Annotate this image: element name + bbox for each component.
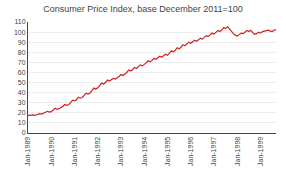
svg-text:10: 10 xyxy=(18,119,26,126)
svg-text:Jan-1996: Jan-1996 xyxy=(187,137,194,166)
svg-text:Jan-1998: Jan-1998 xyxy=(234,137,241,166)
svg-text:40: 40 xyxy=(18,89,26,96)
svg-text:90: 90 xyxy=(18,39,26,46)
svg-text:Jan-1999: Jan-1999 xyxy=(257,137,264,166)
svg-text:50: 50 xyxy=(18,79,26,86)
svg-text:Jan-1993: Jan-1993 xyxy=(117,137,124,166)
svg-text:70: 70 xyxy=(18,59,26,66)
svg-text:110: 110 xyxy=(14,18,25,25)
svg-text:Jan-1992: Jan-1992 xyxy=(94,137,101,166)
svg-text:Jan-1994: Jan-1994 xyxy=(141,137,148,166)
svg-text:0: 0 xyxy=(22,129,26,136)
svg-text:30: 30 xyxy=(18,99,26,106)
svg-text:Jan-1995: Jan-1995 xyxy=(164,137,171,166)
svg-text:Jan-1990: Jan-1990 xyxy=(48,137,55,166)
svg-text:Consumer Price Index, base Dec: Consumer Price Index, base December 2011… xyxy=(43,4,243,14)
svg-text:Jan-1997: Jan-1997 xyxy=(210,137,217,166)
svg-text:Jan-1989: Jan-1989 xyxy=(24,137,31,166)
svg-text:20: 20 xyxy=(18,109,26,116)
svg-text:100: 100 xyxy=(14,29,26,36)
svg-text:80: 80 xyxy=(18,49,26,56)
svg-text:60: 60 xyxy=(18,69,26,76)
svg-text:Jan-1991: Jan-1991 xyxy=(71,137,78,166)
